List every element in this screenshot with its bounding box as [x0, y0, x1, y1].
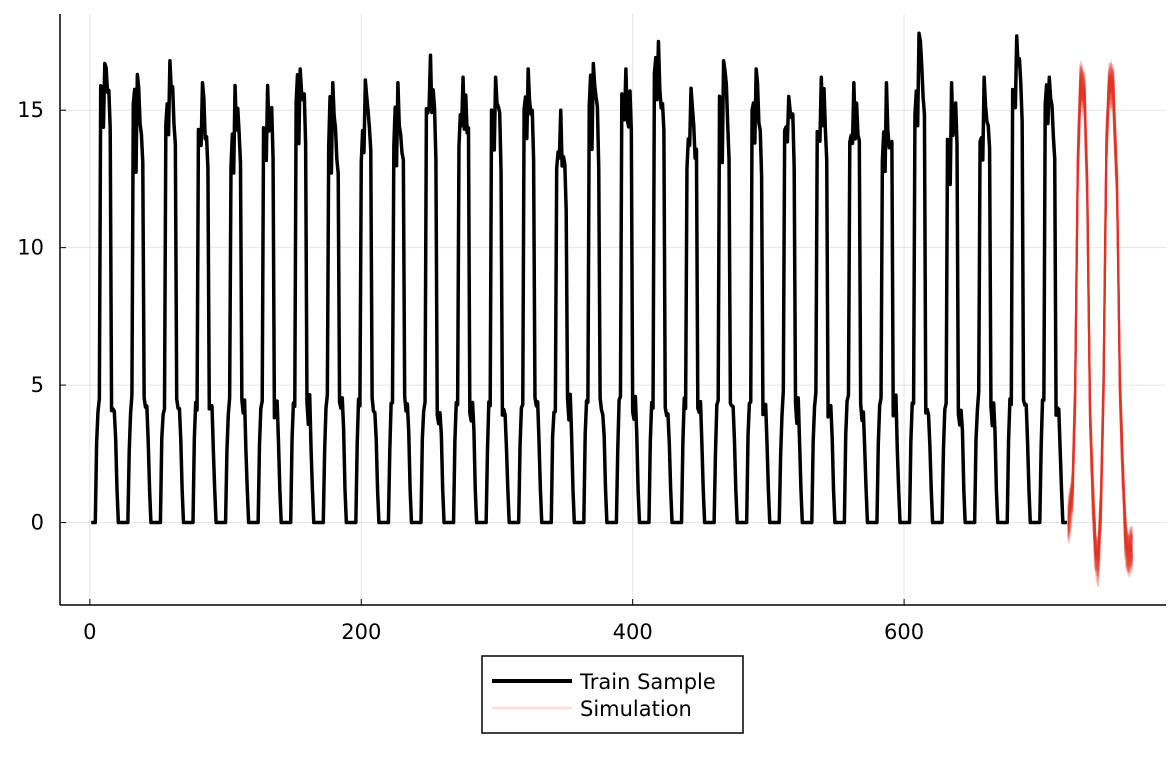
y-tick-label-3: 15	[17, 98, 44, 122]
series-simulation-trajectory-2	[1067, 65, 1134, 560]
legend: Train Sample Simulation	[481, 655, 744, 734]
series-simulation-trajectory-22	[1067, 62, 1134, 559]
legend-label-simulation: Simulation	[580, 697, 692, 721]
x-tick-label-2: 400	[613, 620, 653, 644]
series-simulation-trajectory-4	[1067, 62, 1134, 560]
x-tick-label-3: 600	[884, 620, 924, 644]
y-tick-label-2: 10	[17, 236, 44, 260]
axes	[59, 14, 1166, 606]
series-simulation-trajectory-8	[1067, 75, 1134, 571]
legend-label-train: Train Sample	[579, 670, 716, 694]
series-simulation-trajectory-16	[1067, 75, 1134, 567]
series-simulation-trajectory-13	[1067, 73, 1134, 563]
series-simulation-trajectory-12	[1067, 76, 1133, 579]
series-simulation-trajectory-9	[1067, 78, 1134, 572]
series-simulation-trajectory-26	[1067, 65, 1134, 562]
ticks: 0 200 400 600 0 5 10 15	[17, 98, 924, 644]
series-simulation-trajectory-7	[1067, 73, 1134, 563]
y-tick-label-1: 5	[31, 373, 44, 397]
series-simulation-trajectory-19	[1067, 63, 1133, 563]
y-tick-label-0: 0	[31, 511, 44, 535]
series-layer	[90, 31, 1134, 588]
series-simulation-trajectory-21	[1067, 66, 1134, 564]
series-simulation-trajectory-6	[1067, 62, 1134, 562]
x-tick-label-0: 0	[83, 620, 96, 644]
series-simulation-trajectory-17	[1067, 81, 1134, 582]
series-simulation-trajectory-10	[1067, 68, 1134, 554]
series-simulation-trajectory-20	[1067, 67, 1134, 556]
series-simulation-trajectory-24	[1067, 64, 1133, 566]
series-simulation-trajectory-3	[1067, 81, 1134, 588]
series-simulation-trajectory-0	[1067, 79, 1134, 573]
series-simulation-trajectory-15	[1067, 70, 1134, 560]
x-tick-label-1: 200	[341, 620, 381, 644]
series-simulation-trajectory-14	[1067, 73, 1133, 567]
legend-box	[481, 655, 744, 734]
series-simulation-trajectory-27	[1067, 90, 1134, 586]
series-simulation-trajectory-11	[1067, 58, 1134, 560]
series-train-sample-line	[90, 31, 1068, 525]
series-simulation-trajectory-5	[1067, 76, 1134, 577]
series-simulation-trajectory-1	[1067, 80, 1134, 573]
series-simulation-trajectory-18	[1067, 85, 1134, 577]
series-simulation-trajectory-23	[1067, 66, 1133, 573]
series-simulation-trajectory-25	[1067, 71, 1133, 565]
